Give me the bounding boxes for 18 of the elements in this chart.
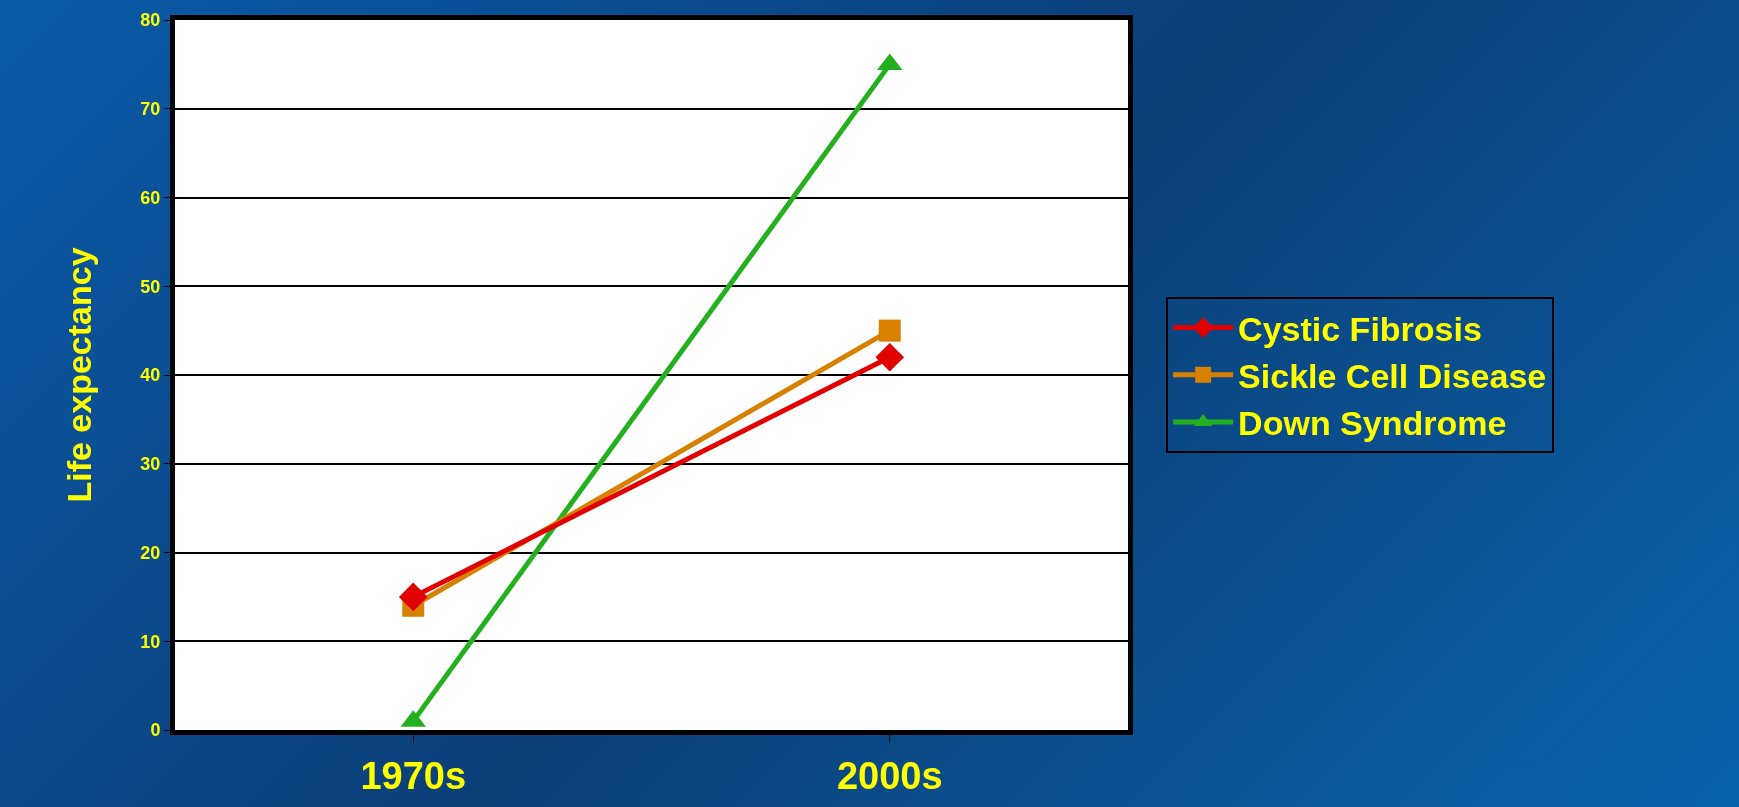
x-tick-label: 2000s <box>836 754 943 797</box>
y-tick-label: 0 <box>150 720 161 741</box>
y-tick-label: 10 <box>140 631 161 652</box>
x-tick-label: 1970s <box>360 754 467 797</box>
point <box>398 582 428 612</box>
y-tick-label: 20 <box>140 542 161 563</box>
y-tick-label: 60 <box>140 187 161 208</box>
y-tick-label: 30 <box>140 454 161 475</box>
legend-label: Sickle Cell Disease <box>1238 357 1547 396</box>
legend-label: Cystic Fibrosis <box>1238 309 1482 348</box>
y-tick-label: 40 <box>140 365 161 386</box>
y-axis-title: Life expectancy <box>59 247 98 503</box>
point <box>878 319 901 342</box>
y-tick-label: 80 <box>140 10 161 31</box>
y-tick-label: 50 <box>140 276 161 297</box>
legend-label: Down Syndrome <box>1238 404 1507 443</box>
y-tick-label: 70 <box>140 99 161 120</box>
point <box>875 342 905 372</box>
